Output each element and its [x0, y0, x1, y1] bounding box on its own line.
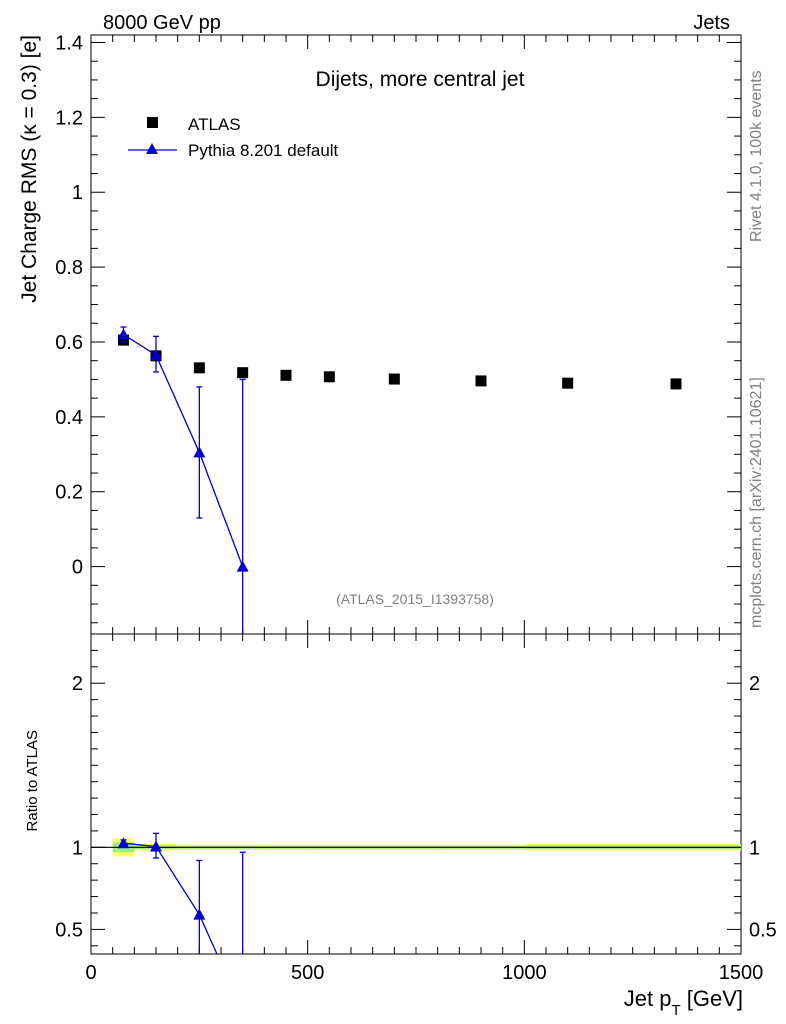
ratio-y-tick-label-right: 1: [749, 837, 760, 859]
main-y-axis-label: Jet Charge RMS (κ = 0.3) [e]: [18, 35, 41, 303]
main-y-tick-label: 0.8: [55, 257, 83, 279]
atlas-data-point: [670, 378, 682, 390]
header-energy-label: 8000 GeV pp: [103, 12, 221, 34]
pythia-data-point: [193, 446, 206, 458]
header-category-label: Jets: [693, 12, 730, 34]
main-plot-panel: 0 0.2 0.4 0.6 0.8 1 1.2 1.4 Jet Charge RMS (κ = …: [18, 32, 742, 635]
ratio-y-tick-label-left: 2: [72, 673, 83, 695]
atlas-data-point: [475, 375, 487, 387]
ratio-pythia-data-point: [193, 908, 206, 920]
atlas-data-point: [323, 371, 335, 383]
atlas-data-point: [280, 369, 292, 381]
mcplots-reference-label: mcplots.cern.ch [arXiv:2401.10621]: [748, 377, 765, 628]
atlas-data-point: [388, 373, 400, 385]
ratio-plot-frame: [90, 633, 742, 955]
legend-pythia-marker: [146, 143, 158, 154]
ratio-y-tick-label-left: 0.5: [55, 919, 83, 941]
ratio-pythia-line: [123, 842, 218, 955]
legend-pythia-label: Pythia 8.201 default: [188, 141, 339, 160]
atlas-data-point: [193, 362, 205, 374]
main-plot-title: Dijets, more central jet: [316, 68, 525, 91]
ratio-y-tick-label-right: 2: [749, 673, 760, 695]
ratio-y-tick-label-right: 0.5: [749, 919, 777, 941]
main-y-tick-label: 1.2: [55, 107, 83, 129]
main-y-tick-label: 0.6: [55, 332, 83, 354]
ratio-pythia-data-point: [150, 840, 162, 852]
x-tick-label: 1000: [502, 962, 547, 984]
pythia-series-line: [123, 333, 244, 567]
atlas-data-point: [562, 377, 574, 389]
ratio-y-axis-label: Ratio to ATLAS: [24, 730, 41, 831]
ratio-pythia-data-point: [117, 837, 130, 849]
legend-atlas-label: ATLAS: [188, 115, 241, 134]
pythia-data-point: [236, 560, 249, 572]
main-y-tick-label: 1: [72, 182, 83, 204]
x-tick-label: 0: [85, 962, 96, 984]
ratio-y-tick-label-left: 1: [72, 837, 83, 859]
pythia-data-point: [117, 328, 130, 340]
x-tick-label: 500: [291, 962, 324, 984]
atlas-data-point: [237, 367, 249, 379]
x-axis-label: Jet pT [GeV]: [624, 986, 743, 1019]
main-y-tick-label: 1.4: [55, 32, 83, 54]
legend-atlas-marker: [147, 117, 158, 128]
x-tick-label: 1500: [719, 962, 764, 984]
main-y-tick-label: 0.4: [55, 407, 83, 429]
rivet-version-label: Rivet 4.1.0, 100k events: [748, 70, 765, 242]
pythia-data-point: [150, 349, 162, 361]
analysis-watermark: (ATLAS_2015_I1393758): [336, 591, 494, 607]
main-y-tick-label: 0: [72, 557, 83, 579]
main-y-tick-label: 0.2: [55, 482, 83, 504]
